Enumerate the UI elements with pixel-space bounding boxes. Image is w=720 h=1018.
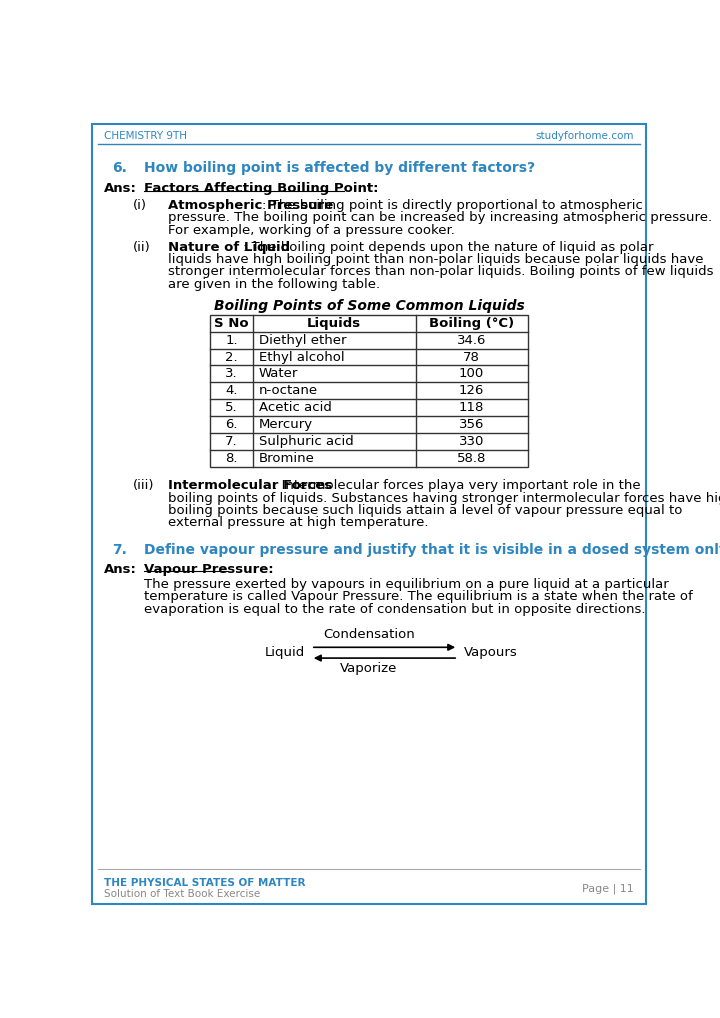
Text: (ii): (ii) [132, 240, 150, 253]
Text: liquids have high boiling point than non-polar liquids because polar liquids hav: liquids have high boiling point than non… [168, 253, 703, 266]
Text: Ans:: Ans: [104, 563, 137, 575]
Text: external pressure at high temperature.: external pressure at high temperature. [168, 516, 428, 529]
Bar [210, 315, 528, 467]
Text: Liquid: Liquid [265, 646, 305, 660]
Text: THE PHYSICAL STATES OF MATTER: THE PHYSICAL STATES OF MATTER [104, 878, 305, 888]
Text: n-octane: n-octane [259, 385, 318, 397]
Text: (iii): (iii) [132, 479, 154, 493]
Text: 7.: 7. [225, 436, 238, 448]
Text: studyforhome.com: studyforhome.com [536, 131, 634, 142]
Text: boiling points of liquids. Substances having stronger intermolecular forces have: boiling points of liquids. Substances ha… [168, 492, 720, 505]
Text: 5.: 5. [225, 401, 238, 414]
Text: temperature is called Vapour Pressure. The equilibrium is a state when the rate : temperature is called Vapour Pressure. T… [144, 590, 693, 604]
Text: Mercury: Mercury [259, 418, 313, 432]
Text: Acetic acid: Acetic acid [259, 401, 332, 414]
Text: 8.: 8. [225, 452, 238, 465]
Text: Page | 11: Page | 11 [582, 884, 634, 895]
Text: Ethyl alcohol: Ethyl alcohol [259, 350, 345, 363]
Text: 78: 78 [463, 350, 480, 363]
Text: evaporation is equal to the rate of condensation but in opposite directions.: evaporation is equal to the rate of cond… [144, 603, 646, 616]
Text: The pressure exerted by vapours in equilibrium on a pure liquid at a particular: The pressure exerted by vapours in equil… [144, 578, 669, 591]
Text: 356: 356 [459, 418, 485, 432]
Text: How boiling point is affected by different factors?: How boiling point is affected by differe… [144, 161, 536, 175]
Text: Bromine: Bromine [259, 452, 315, 465]
Text: 118: 118 [459, 401, 485, 414]
Text: 1.: 1. [225, 334, 238, 346]
Text: : The boiling point is directly proportional to atmospheric: : The boiling point is directly proporti… [262, 200, 643, 212]
Text: Water: Water [259, 367, 298, 381]
Text: Vaporize: Vaporize [341, 663, 397, 675]
Text: Diethyl ether: Diethyl ether [259, 334, 346, 346]
Text: Atmospheric Pressure: Atmospheric Pressure [168, 200, 333, 212]
Text: 6.: 6. [225, 418, 238, 432]
Text: : The boiling point depends upon the nature of liquid as polar: : The boiling point depends upon the nat… [243, 240, 654, 253]
Text: Boiling Points of Some Common Liquids: Boiling Points of Some Common Liquids [214, 299, 524, 314]
Text: Condensation: Condensation [323, 628, 415, 641]
Text: : Intermolecular forces playa very important role in the: : Intermolecular forces playa very impor… [273, 479, 641, 493]
Text: are given in the following table.: are given in the following table. [168, 278, 379, 291]
Text: Nature of Liquid: Nature of Liquid [168, 240, 289, 253]
Text: 330: 330 [459, 436, 485, 448]
Text: Ans:: Ans: [104, 182, 137, 195]
Text: 58.8: 58.8 [457, 452, 487, 465]
Text: 2.: 2. [225, 350, 238, 363]
Text: stronger intermolecular forces than non-polar liquids. Boiling points of few liq: stronger intermolecular forces than non-… [168, 266, 713, 278]
Text: 34.6: 34.6 [457, 334, 487, 346]
Text: Intermolecular Forces: Intermolecular Forces [168, 479, 332, 493]
Text: 7.: 7. [112, 543, 127, 557]
Text: 4.: 4. [225, 385, 238, 397]
Text: pressure. The boiling point can be increased by increasing atmospheric pressure.: pressure. The boiling point can be incre… [168, 212, 711, 225]
Text: Vapour Pressure:: Vapour Pressure: [144, 563, 274, 575]
Text: boiling points because such liquids attain a level of vapour pressure equal to: boiling points because such liquids atta… [168, 504, 682, 517]
Text: S No: S No [214, 317, 248, 330]
Text: (i): (i) [132, 200, 147, 212]
Text: Boiling (°C): Boiling (°C) [429, 317, 514, 330]
Text: 126: 126 [459, 385, 485, 397]
Text: CHEMISTRY 9TH: CHEMISTRY 9TH [104, 131, 187, 142]
Text: 6.: 6. [112, 161, 127, 175]
Text: Define vapour pressure and justify that it is visible in a dosed system only.: Define vapour pressure and justify that … [144, 543, 720, 557]
Text: For example, working of a pressure cooker.: For example, working of a pressure cooke… [168, 224, 454, 237]
Text: 100: 100 [459, 367, 485, 381]
Text: Liquids: Liquids [307, 317, 361, 330]
Text: Factors Affecting Boiling Point:: Factors Affecting Boiling Point: [144, 182, 379, 195]
Text: 3.: 3. [225, 367, 238, 381]
Text: Vapours: Vapours [464, 646, 517, 660]
Text: Solution of Text Book Exercise: Solution of Text Book Exercise [104, 889, 260, 899]
Text: Sulphuric acid: Sulphuric acid [259, 436, 354, 448]
